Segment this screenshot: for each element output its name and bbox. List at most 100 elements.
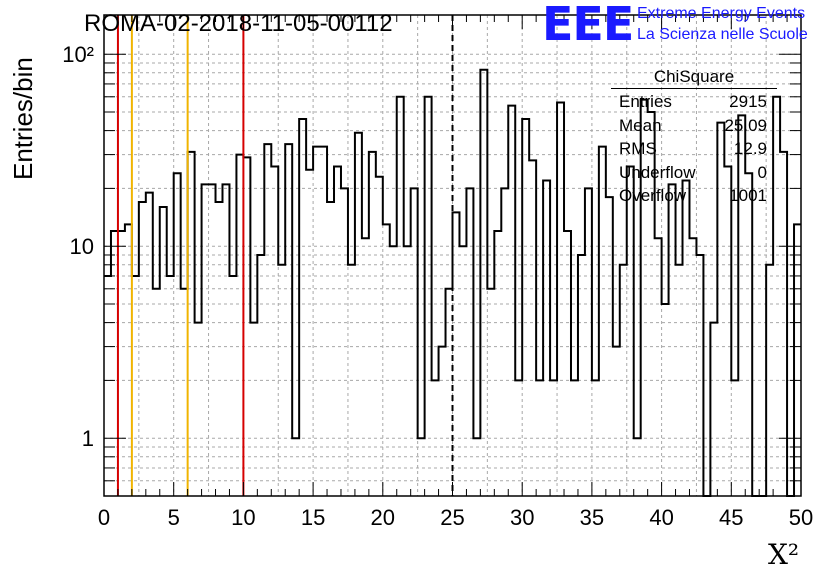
stats-value: 1001 bbox=[729, 186, 767, 205]
logo-line-1: Extreme Energy Events bbox=[637, 5, 806, 22]
histogram-bin bbox=[160, 207, 167, 496]
stats-row: Mean 25.09 bbox=[611, 114, 777, 138]
histogram-bin bbox=[439, 347, 446, 496]
y-tick-label: 10 bbox=[70, 234, 94, 259]
histogram-bin bbox=[683, 180, 690, 496]
histogram-bin bbox=[662, 304, 669, 496]
histogram-bin bbox=[111, 231, 118, 496]
histogram-bin bbox=[285, 144, 292, 496]
chart-title: ROMA-02-2018-11-05-00112 bbox=[84, 10, 393, 37]
x-tick-label: 15 bbox=[301, 505, 325, 530]
stats-value: 25.09 bbox=[724, 115, 767, 135]
histogram-bin bbox=[696, 255, 703, 496]
histogram-bin bbox=[592, 380, 599, 496]
histogram-bin bbox=[487, 289, 494, 496]
histogram-bin bbox=[264, 144, 271, 496]
stats-label: Mean bbox=[619, 115, 662, 135]
histogram-bin bbox=[745, 173, 752, 496]
histogram-bin bbox=[453, 212, 460, 496]
histogram-outline bbox=[104, 68, 801, 497]
histogram-bin bbox=[341, 188, 348, 496]
histogram-bin bbox=[466, 188, 473, 496]
histogram-bin bbox=[515, 380, 522, 496]
histogram-bin bbox=[508, 106, 515, 496]
histogram-bin bbox=[689, 238, 696, 496]
histogram-bin bbox=[620, 265, 627, 496]
histogram-bin bbox=[139, 202, 146, 496]
histogram-bin bbox=[613, 347, 620, 496]
x-tick-label: 5 bbox=[168, 505, 180, 530]
histogram-bin bbox=[348, 265, 355, 496]
histogram-bin bbox=[529, 160, 536, 496]
histogram-bin bbox=[376, 177, 383, 496]
stats-value: 12.9 bbox=[733, 139, 767, 158]
stats-box: ChiSquare Entries 2915 Mean 25.09 RMS 12.9 … bbox=[611, 67, 777, 208]
histogram-bin bbox=[494, 231, 501, 496]
x-tick-label: 20 bbox=[371, 505, 395, 530]
histogram-bin bbox=[209, 184, 216, 496]
x-tick-label: 30 bbox=[510, 505, 534, 530]
stats-label: Entries bbox=[619, 92, 672, 111]
histogram-bin bbox=[216, 202, 223, 496]
histogram-bin bbox=[188, 152, 195, 496]
stats-row: RMS 12.9 bbox=[611, 137, 777, 161]
histogram-bin bbox=[167, 276, 174, 496]
histogram-bin bbox=[669, 184, 676, 496]
histogram-bin bbox=[195, 323, 202, 496]
histogram-bin bbox=[174, 173, 181, 496]
histogram-bin bbox=[355, 133, 362, 496]
stats-label: RMS bbox=[619, 139, 657, 158]
histogram-bin bbox=[459, 246, 466, 496]
histogram-bin bbox=[132, 276, 139, 496]
histogram-bin bbox=[390, 246, 397, 496]
stats-title: ChiSquare bbox=[611, 67, 777, 89]
histogram-bin bbox=[271, 167, 278, 496]
x-tick-label: 40 bbox=[649, 505, 673, 530]
histogram-bin bbox=[536, 380, 543, 496]
histogram-bin bbox=[320, 147, 327, 496]
x-tick-label: 45 bbox=[719, 505, 743, 530]
histogram-bin bbox=[278, 265, 285, 496]
histogram-bin bbox=[362, 238, 369, 496]
histogram-bin bbox=[292, 438, 299, 496]
histogram-bin bbox=[404, 246, 411, 496]
stats-row: Underflow 0 bbox=[611, 161, 777, 185]
histogram-bin bbox=[243, 157, 250, 496]
axes: 0 5 10 15 20 25 30 35 40 45 50 1 10 10² bbox=[62, 15, 813, 530]
histogram-bin bbox=[418, 438, 425, 496]
histogram-bin bbox=[299, 119, 306, 496]
histogram-bin bbox=[571, 380, 578, 496]
histogram-bin bbox=[710, 323, 717, 496]
eee-logo: EEE bbox=[542, 0, 634, 51]
stats-value: 2915 bbox=[729, 92, 767, 111]
histogram-bin bbox=[655, 238, 662, 496]
y-tick-label: 10² bbox=[62, 42, 94, 67]
x-tick-label: 50 bbox=[789, 505, 813, 530]
logo-line-2: La Scienza nelle Scuole bbox=[637, 26, 808, 43]
x-axis-label: Χ² bbox=[768, 538, 800, 571]
histogram-bin bbox=[383, 224, 390, 496]
histogram-bin bbox=[480, 70, 487, 496]
histogram-bin bbox=[522, 119, 529, 496]
y-tick-label: 1 bbox=[82, 426, 94, 451]
histogram-bin bbox=[599, 147, 606, 496]
histogram-bin bbox=[425, 97, 432, 496]
x-tick-label: 35 bbox=[580, 505, 604, 530]
histogram-bin bbox=[766, 265, 773, 496]
histogram-bin bbox=[411, 188, 418, 496]
histogram-bin bbox=[257, 255, 264, 496]
histogram-bin bbox=[676, 265, 683, 496]
histogram-bin bbox=[627, 167, 634, 496]
x-tick-label: 10 bbox=[231, 505, 255, 530]
histogram-bin bbox=[229, 276, 236, 496]
histogram-bin bbox=[585, 188, 592, 496]
eee-logo-text: Extreme Energy Events La Scienza nelle S… bbox=[637, 3, 808, 45]
histogram-bin bbox=[578, 255, 585, 496]
histogram-bin bbox=[306, 170, 313, 496]
stats-row: Overflow 1001 bbox=[611, 184, 777, 208]
histogram-bin bbox=[550, 380, 557, 496]
histogram-bin bbox=[146, 193, 153, 496]
histogram-bin bbox=[369, 152, 376, 496]
histogram-bin bbox=[397, 97, 404, 496]
